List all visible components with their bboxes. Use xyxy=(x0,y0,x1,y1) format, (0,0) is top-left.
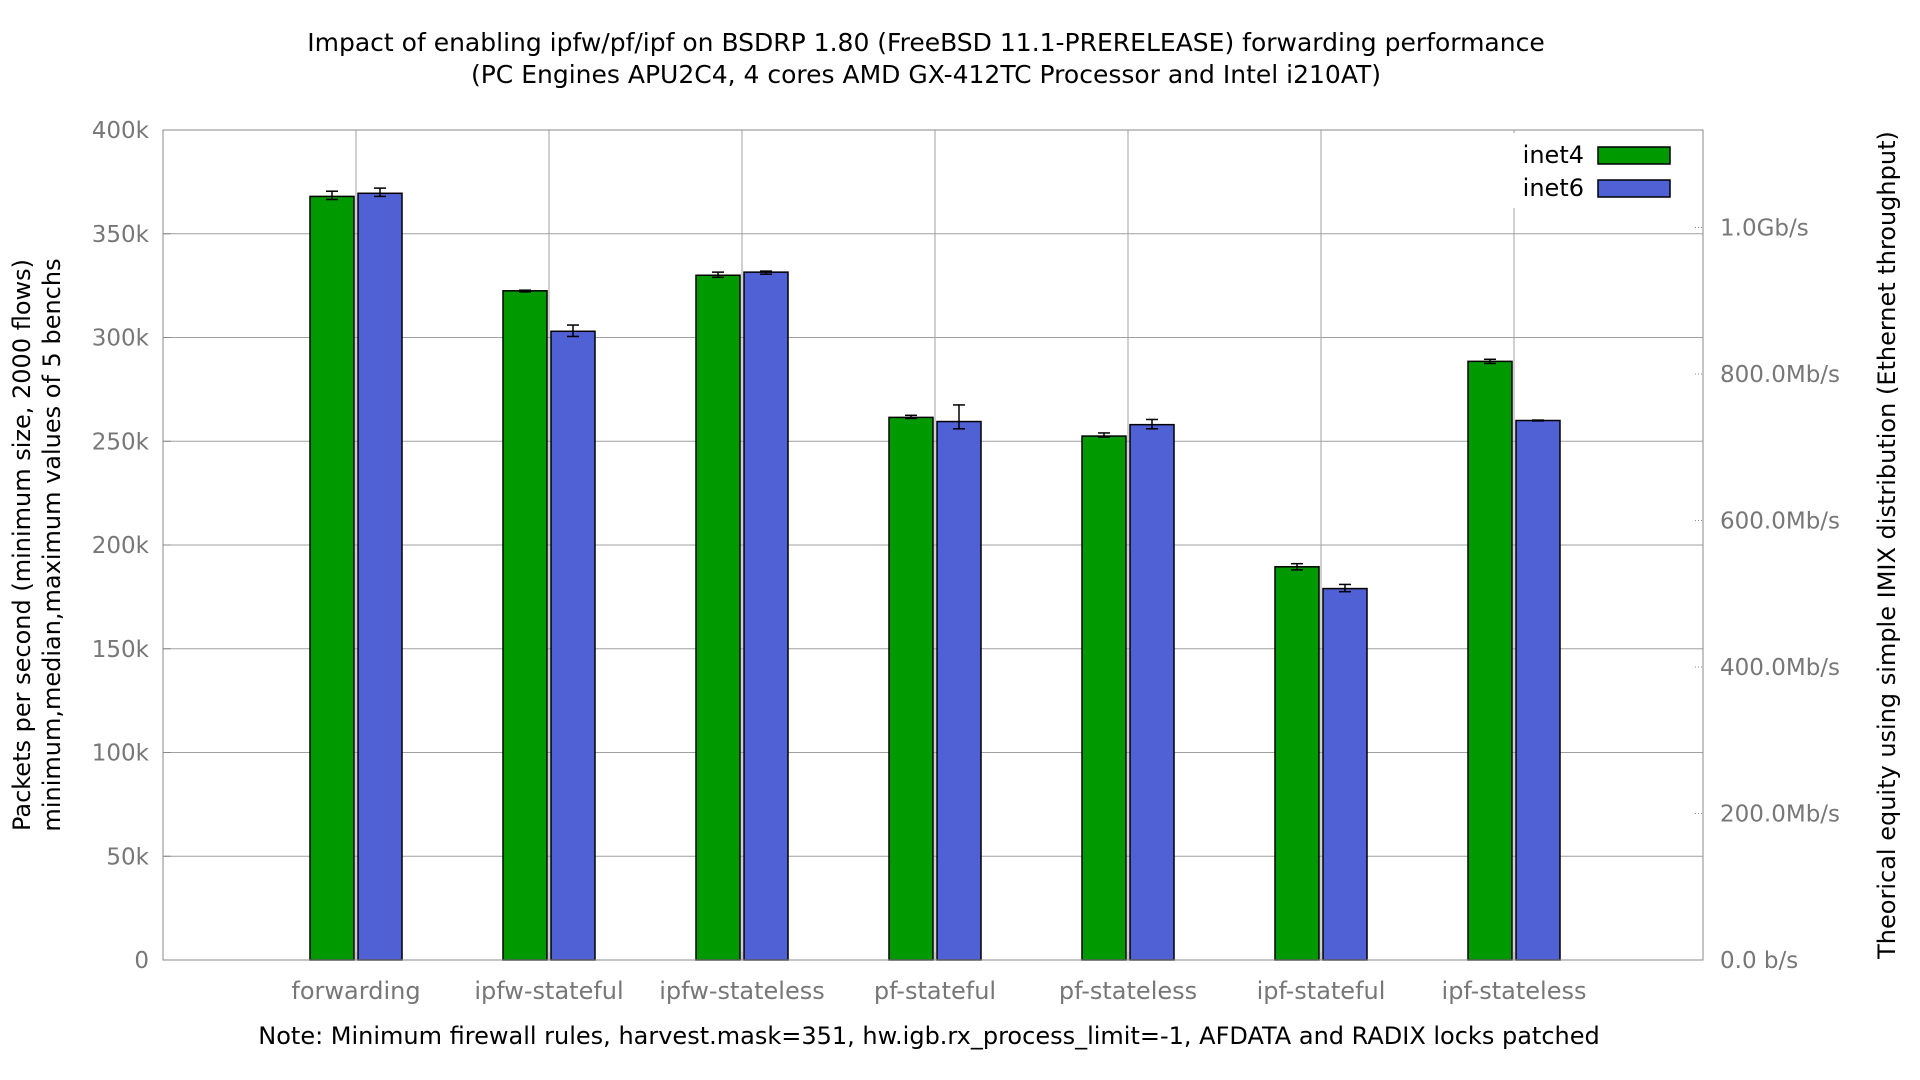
errorbar-inet4-pf-stateless xyxy=(1098,432,1110,438)
y2-tick-label-4: 800.0Mb/s xyxy=(1720,362,1840,388)
bar-inet4-ipf-stateless xyxy=(1467,360,1513,961)
x-tick-label-pf-stateless: pf-stateless xyxy=(1059,977,1197,1005)
y2-tick-label-5: 1.0Gb/s xyxy=(1720,216,1809,242)
plot-frame xyxy=(162,129,1704,961)
errorbar-inet6-pf-stateless xyxy=(1146,418,1158,430)
errorbar-inet4-ipfw-stateless xyxy=(712,271,724,279)
x-tick-label-pf-stateful: pf-stateful xyxy=(874,977,996,1005)
x-tick-label-ipf-stateless: ipf-stateless xyxy=(1442,977,1587,1005)
bar-inet4-ipf-stateful xyxy=(1274,566,1320,961)
errorbar-inet4-pf-stateful xyxy=(905,414,917,420)
bar-inet4-forwarding xyxy=(309,195,355,961)
y-axis-label: Packets per second (minimum size, 2000 f… xyxy=(8,259,36,831)
bar-inet6-forwarding xyxy=(357,192,403,961)
y2-tick-label-3: 600.0Mb/s xyxy=(1720,509,1840,535)
errorbar-inet6-pf-stateful xyxy=(953,404,965,430)
ticks-layer: 0 50k 100k 150k 200k 250k 300k 350k 400k 0.0 b/s 2… xyxy=(92,118,1840,1005)
y-tick-label-2: 100k xyxy=(92,741,150,767)
y-tick-label-8: 400k xyxy=(92,118,150,144)
chart-note: Note: Minimum firewall rules, harvest.ma… xyxy=(258,1022,1599,1050)
bars-layer xyxy=(309,187,1561,961)
y-tick-label-0: 0 xyxy=(134,948,149,974)
legend-label-inet4: inet4 xyxy=(1523,141,1584,169)
errorbar-inet4-ipf-stateless xyxy=(1484,358,1496,365)
y2-tick-label-1: 200.0Mb/s xyxy=(1720,802,1840,828)
y2-axis-label: Theorical equity using simple IMIX distr… xyxy=(1873,131,1901,960)
legend: inet4 inet6 xyxy=(1500,133,1700,208)
bar-inet4-ipfw-stateless xyxy=(695,274,741,961)
bar-inet4-ipfw-stateful xyxy=(502,290,548,961)
bar-inet6-ipf-stateless xyxy=(1515,419,1561,961)
y-tick-label-5: 250k xyxy=(92,429,150,455)
bar-inet6-pf-stateful xyxy=(936,420,982,961)
bar-inet6-ipfw-stateless xyxy=(743,271,789,961)
y2-tick-label-0: 0.0 b/s xyxy=(1720,948,1798,974)
errorbar-inet6-ipf-stateful xyxy=(1339,583,1351,593)
errorbar-inet4-forwarding xyxy=(326,190,338,201)
y2-tick-label-2: 400.0Mb/s xyxy=(1720,655,1840,681)
errorbar-inet4-ipf-stateful xyxy=(1291,562,1303,571)
y-tick-label-1: 50k xyxy=(106,844,149,870)
errorbar-inet6-ipfw-stateless xyxy=(760,270,772,275)
y-tick-label-6: 300k xyxy=(92,326,150,352)
chart-title: Impact of enabling ipfw/pf/ipf on BSDRP … xyxy=(307,28,1544,57)
bar-inet4-pf-stateful xyxy=(888,416,934,961)
bar-inet6-ipfw-stateful xyxy=(550,330,596,961)
x-tick-label-ipfw-stateless: ipfw-stateless xyxy=(659,977,824,1005)
bar-inet4-pf-stateless xyxy=(1081,435,1127,961)
x-tick-label-forwarding: forwarding xyxy=(291,977,420,1005)
x-tick-label-ipf-stateful: ipf-stateful xyxy=(1257,977,1386,1005)
y-tick-label-4: 200k xyxy=(92,533,150,559)
errorbar-inet6-ipf-stateless xyxy=(1532,419,1544,422)
chart-subtitle: (PC Engines APU2C4, 4 cores AMD GX-412TC… xyxy=(471,60,1381,89)
errorbar-inet4-ipfw-stateful xyxy=(519,289,531,293)
legend-swatch-inet6 xyxy=(1597,179,1671,198)
y-tick-label-7: 350k xyxy=(92,222,150,248)
y-axis-label-secondary: minimum,median,maximum values of 5 bench… xyxy=(38,258,66,831)
bar-inet6-pf-stateless xyxy=(1129,423,1175,961)
legend-label-inet6: inet6 xyxy=(1523,174,1584,202)
bar-inet6-ipf-stateful xyxy=(1322,587,1368,961)
errorbar-inet6-ipfw-stateful xyxy=(567,324,579,338)
legend-swatch-inet4 xyxy=(1597,146,1671,165)
x-tick-label-ipfw-stateful: ipfw-stateful xyxy=(474,977,623,1005)
y-tick-label-3: 150k xyxy=(92,637,150,663)
errorbar-inet6-forwarding xyxy=(374,187,386,198)
